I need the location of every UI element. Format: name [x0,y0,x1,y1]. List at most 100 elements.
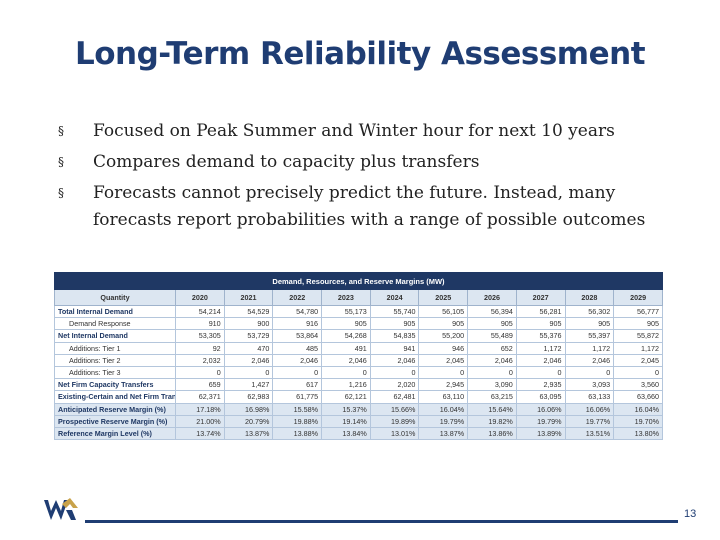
table-cell: 1,172 [515,341,566,355]
bullet-item: § Forecasts cannot precisely predict the … [58,180,688,234]
bullet-text: Focused on Peak Summer and Winter hour f… [93,121,615,141]
page-number: 13 [684,508,697,520]
table-cell: 0 [272,365,323,380]
table-cell: 0 [321,365,371,380]
table-cell: 905 [467,317,517,331]
column-header-quantity: Quantity [54,289,176,306]
table-cell: 62,371 [175,390,225,404]
reserve-margin-table: Demand, Resources, and Reserve Margins (… [54,272,663,460]
column-header-year: 2028 [564,289,615,306]
table-cell: 652 [467,341,517,355]
bullet-text: Compares demand to capacity plus transfe… [93,152,480,172]
table-cell: 13.84% [321,426,371,441]
table-cell: 485 [272,341,323,355]
bullet-marker: § [58,186,64,200]
table-cell: 53,864 [272,329,323,343]
table-cell: 62,121 [321,390,371,404]
bullet-item: § Compares demand to capacity plus transf… [58,149,688,176]
table-row: Demand Response 910 900 916 905 905 905 905 905 9… [54,317,663,331]
row-label: Reference Margin Level (%) [54,426,176,441]
table-cell: 0 [515,365,566,380]
column-header-year: 2027 [515,289,566,306]
table-cell: 13.74% [175,426,225,441]
table-cell: 3,560 [613,378,663,392]
table-cell: 13.01% [369,426,420,441]
table-cell: 2,046 [369,353,420,367]
table-cell: 55,397 [564,329,615,343]
table-row: Total Internal Demand 54,214 54,529 54,780 5… [54,304,663,319]
table-cell: 19.89% [369,414,420,428]
table-caption: Demand, Resources, and Reserve Margins (… [54,272,663,290]
table-cell: 0 [175,365,225,380]
table-row: Anticipated Reserve Margin (%) 17.18% 16.9… [54,402,663,416]
table-cell: 2,945 [418,378,469,392]
table-cell: 659 [175,378,225,392]
table-cell: 13.87% [418,426,469,441]
table-cell: 905 [515,317,566,331]
table-cell: 19.14% [321,414,371,428]
table-cell: 15.64% [467,402,517,416]
row-label: Total Internal Demand [54,304,176,319]
table-cell: 916 [272,317,323,331]
row-label: Net Internal Demand [54,329,176,343]
footer-divider [85,520,678,523]
table-cell: 55,173 [321,304,371,319]
table-cell: 62,481 [369,390,420,404]
table-cell: 19.70% [613,414,663,428]
table-cell: 63,215 [467,390,517,404]
table-cell: 0 [613,365,663,380]
table-cell: 910 [175,317,225,331]
row-label: Prospective Reserve Margin (%) [54,414,176,428]
row-label: Anticipated Reserve Margin (%) [54,402,176,416]
table-cell: 56,394 [467,304,517,319]
table-cell: 905 [564,317,615,331]
table-cell: 55,872 [613,329,663,343]
table-cell: 2,032 [175,353,225,367]
table-cell: 3,093 [564,378,615,392]
table-row: Net Firm Capacity Transfers 659 1,427 617 1,… [54,378,663,392]
table-cell: 2,046 [223,353,274,367]
table-cell: 905 [418,317,469,331]
table-cell: 1,216 [321,378,371,392]
table-cell: 617 [272,378,323,392]
table-cell: 1,172 [564,341,615,355]
table-cell: 54,835 [369,329,420,343]
column-header-year: 2025 [418,289,469,306]
table-cell: 62,983 [223,390,274,404]
table-cell: 55,200 [418,329,469,343]
table-cell: 63,660 [613,390,663,404]
table-cell: 63,133 [564,390,615,404]
table-cell: 2,046 [321,353,371,367]
table-cell: 16.06% [564,402,615,416]
table-cell: 3,090 [467,378,517,392]
slide-title: Long-Term Reliability Assessment [74,36,646,72]
company-logo-icon [44,498,78,520]
table-cell: 470 [223,341,274,355]
table-cell: 56,777 [613,304,663,319]
table-cell: 55,489 [467,329,517,343]
table-cell: 0 [223,365,274,380]
table-cell: 15.66% [369,402,420,416]
table-cell: 0 [418,365,469,380]
table-cell: 491 [321,341,371,355]
table-row: Net Internal Demand 53,305 53,729 53,864 54,… [54,329,663,343]
table-cell: 16.98% [223,402,274,416]
table-cell: 15.37% [321,402,371,416]
table-row: Reference Margin Level (%) 13.74% 13.87% 13… [54,426,663,441]
table-cell: 13.86% [467,426,517,441]
table-cell: 54,214 [175,304,225,319]
table-cell: 2,020 [369,378,420,392]
table-cell: 53,729 [223,329,274,343]
table-cell: 54,529 [223,304,274,319]
table-row: Additions: Tier 2 2,032 2,046 2,046 2,046 2,0… [54,353,663,367]
table-cell: 13.80% [613,426,663,441]
table-cell: 56,302 [564,304,615,319]
bullet-text: Forecasts cannot precisely predict the f… [93,183,646,230]
table-cell: 19.82% [467,414,517,428]
table-cell: 54,268 [321,329,371,343]
table-row: Prospective Reserve Margin (%) 21.00% 20.7… [54,414,663,428]
table-cell: 61,775 [272,390,323,404]
table-cell: 15.58% [272,402,323,416]
table-cell: 900 [223,317,274,331]
table-cell: 56,105 [418,304,469,319]
